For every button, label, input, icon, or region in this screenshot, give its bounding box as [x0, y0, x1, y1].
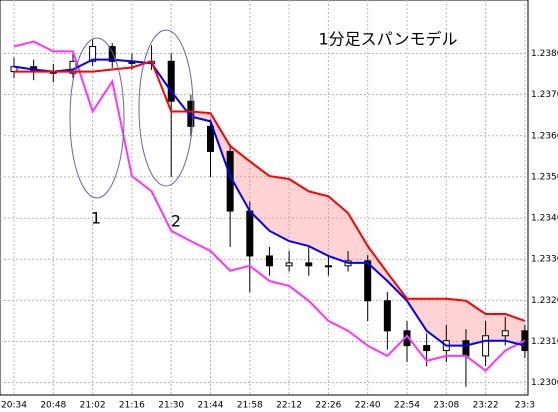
span-cloud [308, 191, 329, 256]
x-tick-label: 20:48 [40, 401, 66, 411]
x-tick-label: 22:40 [355, 401, 381, 411]
span-line [14, 60, 526, 322]
annotation: 2 [171, 212, 181, 231]
candle-body [501, 330, 509, 337]
candle-body [167, 60, 175, 102]
annotation: 1 [91, 209, 101, 228]
x-tick-label: 23:08 [433, 401, 459, 411]
y-tick-label: 1.23800 [531, 49, 558, 59]
candle-body [462, 340, 470, 357]
candle-body [423, 345, 431, 352]
span-line [13, 58, 526, 347]
y-tick-label: 1.23200 [531, 296, 558, 306]
candle-body [207, 125, 214, 152]
candle-body [383, 300, 391, 332]
plot-area [0, 0, 529, 396]
candle-body [246, 210, 254, 257]
x-tick-label: 21:30 [158, 401, 184, 411]
span-cloud [230, 146, 250, 212]
highlight-ellipse [69, 37, 125, 199]
x-tick-label: 21:58 [237, 401, 263, 411]
span-cloud [367, 246, 388, 282]
candle-body [89, 45, 97, 62]
candle-body [305, 262, 313, 267]
y-tick-label: 1.23000 [531, 378, 558, 388]
y-tick-label: 1.23600 [531, 131, 558, 141]
y-tick-label: 1.23100 [531, 337, 558, 347]
x-tick-label: 20:34 [1, 401, 27, 411]
span-cloud [249, 161, 270, 231]
y-tick-label: 1.23400 [531, 214, 558, 224]
x-tick-label: 23:22 [473, 401, 499, 411]
span-cloud [348, 213, 368, 263]
x-tick-label: 21:02 [80, 401, 106, 411]
highlight-ellipse [138, 29, 194, 187]
span-cloud [446, 298, 466, 346]
y-tick-label: 1.23700 [531, 90, 558, 100]
span-cloud [505, 313, 525, 346]
x-tick-label: 21:44 [198, 401, 224, 411]
x-tick-label: 22:54 [394, 401, 420, 411]
candle-body [108, 45, 116, 62]
span-cloud [465, 300, 486, 346]
candle-body [324, 265, 332, 268]
y-tick-label: 1.23500 [531, 172, 558, 182]
x-tick-label: 22:12 [276, 401, 302, 411]
x-tick-label: 23:3 [515, 401, 535, 411]
candle-body [265, 255, 273, 267]
x-tick-label: 22:26 [315, 401, 341, 411]
span-cloud [328, 196, 349, 263]
x-tick-label: 21:16 [119, 401, 145, 411]
chart-title: 1分足スパンモデル [319, 30, 458, 49]
candle-body [482, 335, 490, 357]
y-tick-label: 1.23300 [531, 255, 558, 265]
candle-body [285, 262, 293, 267]
span-cloud [190, 111, 211, 122]
candle-body [364, 260, 372, 302]
span-line [13, 40, 526, 373]
span-cloud [269, 176, 290, 242]
span-cloud [485, 313, 506, 341]
span-cloud [289, 178, 309, 247]
